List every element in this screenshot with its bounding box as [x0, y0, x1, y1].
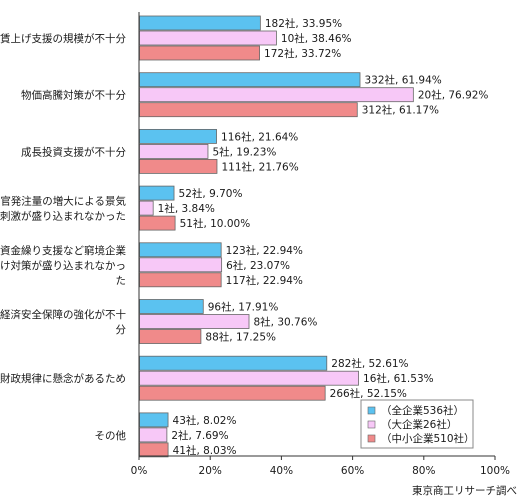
data-label: 96社, 17.91% [208, 301, 279, 314]
legend-label: （大企業26社） [381, 418, 457, 431]
category-label: 成長投資支援が不十分 [21, 145, 126, 158]
category-label: 向け対策が盛り込まれなかっ [0, 259, 126, 272]
data-label: 43社, 8.02% [173, 414, 237, 427]
category-label: その他 [95, 429, 127, 442]
bar [139, 128, 217, 144]
category-labels: 賃上げ支援の規模が不十分物価高騰対策が不十分成長投資支援が不十分官発注量の増大に… [0, 32, 127, 442]
data-label: 312社, 61.17% [362, 104, 439, 117]
bar [139, 427, 168, 443]
data-label: 88社, 17.25% [205, 331, 276, 344]
data-label: 266社, 52.15% [330, 387, 407, 400]
legend-label: （中小企業510社） [381, 432, 475, 445]
data-label: 116社, 21.64% [221, 130, 298, 143]
legend-label: （全企業536社） [381, 404, 464, 417]
legend: （全企業536社）（大企業26社）（中小企業510社） [360, 399, 475, 449]
bar [139, 30, 277, 46]
bar [139, 185, 175, 201]
bar [139, 314, 250, 329]
bar [139, 215, 176, 231]
x-tick-label: 0% [131, 465, 148, 477]
x-tick-label: 60% [341, 465, 364, 477]
bar [139, 143, 209, 159]
bar [139, 370, 359, 386]
data-label: 282社, 52.61% [331, 357, 408, 370]
x-tick-label: 100% [480, 465, 510, 477]
bar [139, 72, 361, 88]
category-label: 分 [116, 324, 127, 336]
data-label: 20社, 76.92% [418, 89, 489, 102]
data-label: 8社, 30.76% [254, 316, 318, 329]
legend-swatch [367, 420, 376, 429]
legend-box [360, 399, 474, 449]
data-label: 123社, 22.94% [226, 244, 303, 257]
bar [139, 102, 358, 118]
bar [139, 87, 414, 103]
category-label: 物価高騰対策が不十分 [21, 89, 126, 102]
bar [139, 385, 326, 401]
data-label: 5社, 19.23% [212, 145, 276, 158]
bar [139, 257, 223, 273]
data-label: 41社, 8.03% [173, 444, 237, 457]
data-label: 16社, 61.53% [363, 372, 434, 385]
data-label: 10社, 38.46% [281, 32, 352, 45]
legend-swatch [367, 434, 376, 443]
bar [139, 45, 260, 61]
data-label: 117社, 22.94% [226, 274, 303, 287]
category-label: 賃上げ支援の規模が不十分 [0, 32, 126, 45]
category-label: た [116, 275, 127, 287]
bars-layer: 182社, 33.95% 10社, 38.46% 172社, 33.72% 332社,… [139, 15, 489, 458]
legend-swatch [367, 406, 376, 415]
x-axis: 0% 20% 40% 60% 80% 100% [131, 12, 510, 477]
category-label: 官発注量の増大による景気 [0, 195, 126, 208]
data-label: 172社, 33.72% [264, 47, 341, 60]
bar [139, 412, 169, 428]
data-label: 2社, 7.69% [171, 429, 228, 442]
x-tick-label: 80% [412, 465, 435, 477]
data-label: 111社, 21.76% [221, 160, 298, 173]
x-tick-label: 20% [199, 465, 222, 477]
bar [139, 15, 261, 31]
category-label: 刺激が盛り込まれなかった [0, 210, 126, 223]
x-tick-label: 40% [270, 465, 293, 477]
bar [139, 355, 328, 371]
bar [139, 272, 222, 288]
bar [139, 299, 204, 314]
category-label: 財政規律に懸念があるため [0, 372, 126, 385]
bar [139, 442, 169, 458]
data-label: 51社, 10.00% [180, 217, 251, 230]
bar [139, 329, 202, 344]
category-label: 資金繰り支援など窮境企業 [0, 244, 126, 257]
source-note: 東京商工リサーチ調べ [412, 484, 517, 497]
bar [139, 200, 154, 216]
data-label: 182社, 33.95% [265, 17, 342, 30]
bar [139, 242, 222, 258]
data-label: 332社, 61.94% [365, 74, 442, 87]
data-label: 1社, 3.84% [158, 202, 215, 215]
bar [139, 158, 218, 174]
category-label: 経済安全保障の強化が不十 [0, 308, 126, 321]
data-label: 52社, 9.70% [179, 187, 243, 200]
data-label: 6社, 23.07% [226, 259, 290, 272]
